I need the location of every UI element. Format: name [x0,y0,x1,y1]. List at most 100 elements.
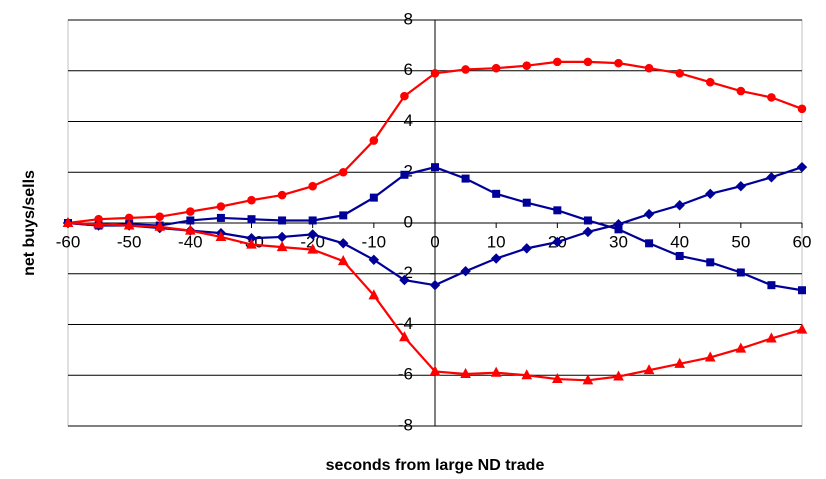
y-tick-label: 8 [404,9,413,28]
point [675,251,684,260]
y-axis-title: net buys/sells [21,170,38,276]
point [798,286,806,295]
y-tick-label: -6 [398,365,413,384]
point [216,202,226,211]
point [614,58,623,68]
point [400,170,409,179]
point [429,279,441,291]
point [186,216,195,225]
point [583,57,593,67]
point [491,63,501,73]
point [308,216,317,225]
point [553,206,562,215]
point [675,68,684,78]
point [796,323,808,334]
point [645,239,654,248]
point [460,266,471,277]
point [674,200,685,211]
point [338,167,348,177]
point [766,172,777,183]
point [154,220,166,231]
y-tick-label: -8 [398,415,413,434]
point [307,229,318,240]
x-tick-label: 50 [731,232,750,251]
point [582,226,594,238]
point [93,218,104,229]
point [460,367,471,378]
point [461,174,470,183]
y-tick-label: 4 [404,111,413,130]
point [368,254,380,266]
y-tick-label: -4 [398,314,413,333]
point [155,212,165,221]
point [431,163,439,172]
point [278,216,287,225]
point [553,57,562,67]
point [430,68,440,78]
point [552,236,563,248]
point [247,215,256,224]
x-tick-label: 0 [430,232,439,251]
point [552,372,563,384]
point [613,370,624,381]
point [339,211,348,220]
point [186,207,195,216]
point [736,268,745,277]
point [399,331,410,342]
point [368,289,380,300]
point [522,61,532,70]
point [308,181,317,191]
point [767,281,776,290]
point [490,366,502,377]
point [582,374,594,385]
point [492,189,501,198]
point [369,193,378,202]
point [735,180,747,192]
x-tick-label: 60 [793,232,812,251]
point [307,243,318,254]
point [522,198,531,207]
point [246,238,257,249]
point [185,224,196,235]
point [216,213,225,222]
point [735,342,747,353]
point [736,86,746,96]
point [797,104,807,114]
x-tick-label: -10 [362,232,387,251]
point [369,136,379,145]
x-tick-label: 10 [487,232,506,251]
point [613,219,624,230]
point [674,357,685,368]
point [643,208,655,220]
point [521,243,532,254]
point [247,195,256,205]
x-tick-label: -60 [56,232,81,251]
point [337,254,349,266]
x-tick-label: -40 [178,232,203,251]
x-tick-label: -50 [117,232,142,251]
point [400,91,409,101]
point [123,219,135,230]
point [338,238,349,249]
point [277,190,287,200]
point [399,274,410,286]
x-tick-label: 40 [670,232,689,251]
x-axis-title: seconds from large ND trade [326,457,545,474]
point [767,93,776,102]
point [521,369,533,380]
point [643,364,655,375]
point [215,230,227,241]
point [766,332,777,343]
point [276,241,288,252]
point [796,161,808,173]
point [706,258,715,267]
x-tick-label: 30 [609,232,628,251]
y-tick-label: 0 [404,212,413,231]
point [461,65,470,74]
y-tick-label: 6 [404,60,413,79]
point [276,231,288,243]
point [583,216,592,225]
point [62,216,74,227]
